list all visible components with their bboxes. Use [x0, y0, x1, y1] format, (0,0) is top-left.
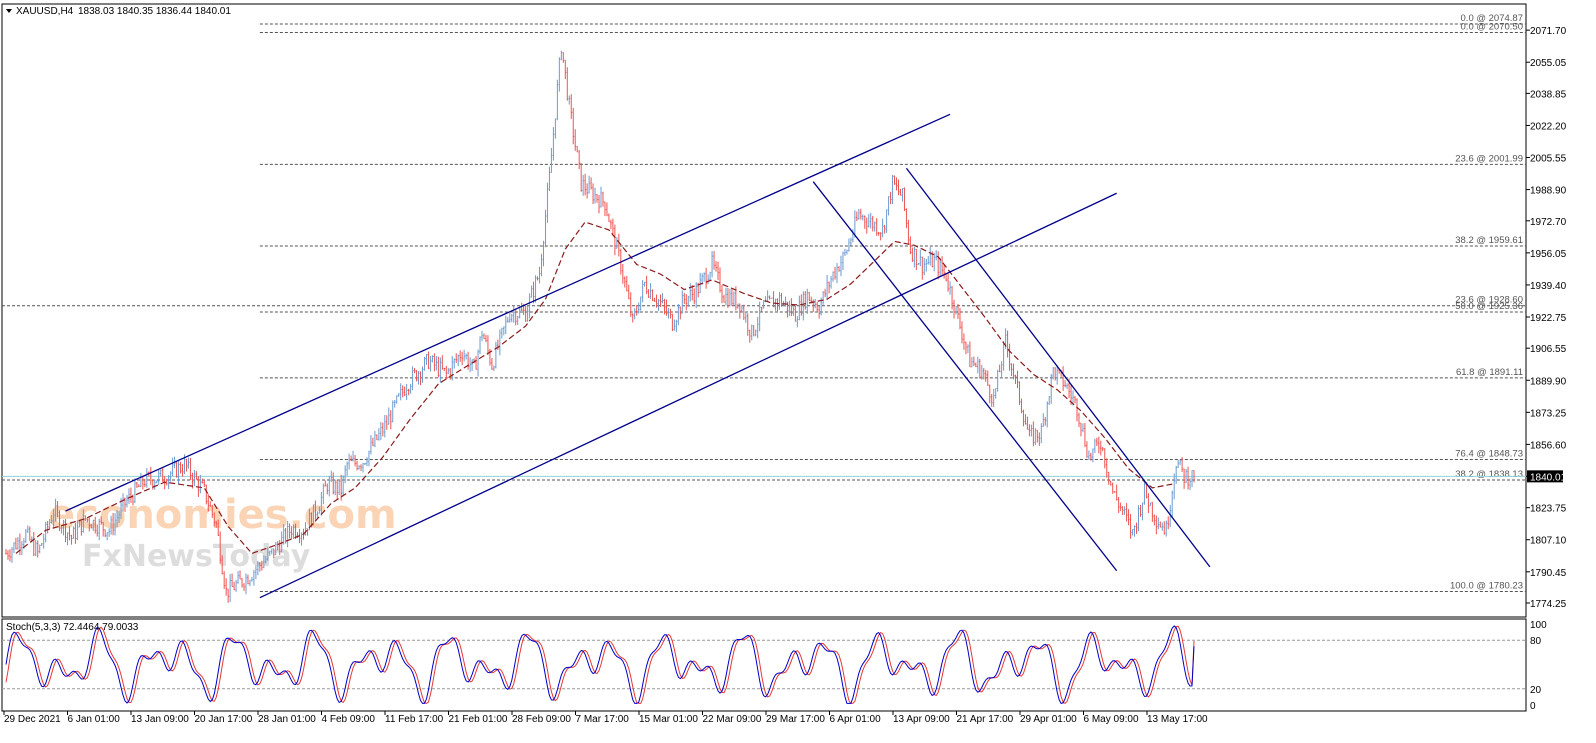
stoch-tick-label: 100 [1530, 620, 1547, 631]
fib-level-label: 38.2 @ 1959.61 [1455, 235, 1523, 246]
fibonacci-levels: 0.0 @ 2074.870.0 @ 2070.50 23.6 @ 2001.99… [2, 13, 1526, 592]
price-tick-label: 1823.75 [1530, 504, 1567, 515]
watermark-brand-secondary: FxNewsToday [82, 539, 311, 574]
price-pane[interactable] [1, 3, 1527, 618]
current-price-label: 1840.01 [1530, 472, 1567, 483]
stoch-tick-label: 80 [1530, 636, 1542, 647]
time-tick-label: 13 Apr 09:00 [893, 714, 950, 725]
time-tick-label: 4 Feb 09:00 [322, 714, 376, 725]
stochastic-pane[interactable] [1, 618, 1527, 712]
price-tick-label: 1873.25 [1530, 408, 1567, 419]
ohlc-values: 1838.03 1840.35 1836.44 1840.01 [78, 6, 231, 17]
fib-level-label: 38.2 @ 1838.13 [1455, 469, 1523, 480]
time-tick-label: 6 May 09:00 [1084, 714, 1139, 725]
symbol-label: XAUUSD,H4 [16, 6, 74, 17]
price-tick-label: 1939.40 [1530, 281, 1567, 292]
descending-channel-lower[interactable] [812, 181, 1118, 572]
descending-channel-upper[interactable] [905, 167, 1211, 568]
watermark-brand: economies.com [48, 492, 397, 538]
stoch-signal-line [5, 625, 1195, 705]
fib-level-label: 61.8 @ 1891.11 [1456, 367, 1523, 378]
current-price-marker: 1840.01 [1527, 470, 1567, 483]
time-axis: 29 Dec 2021 6 Jan 01:00 13 Jan 09:00 20 Jan… [3, 711, 1208, 725]
price-tick-label: 1906.55 [1530, 344, 1567, 355]
watermark: economies.com FxNewsToday [48, 492, 397, 574]
stochastic-label: Stoch(5,3,3) 72.4464 79.0033 [6, 622, 139, 633]
time-tick-label: 13 Jan 09:00 [131, 714, 189, 725]
fib-level-label: 23.6 @ 2001.99 [1455, 153, 1523, 164]
price-tick-label: 1856.60 [1530, 440, 1567, 451]
fib-level-label: 76.4 @ 1848.73 [1455, 449, 1523, 460]
stoch-main-line [5, 625, 1195, 704]
price-tick-label: 1889.90 [1530, 376, 1567, 387]
price-tick-label: 2071.70 [1530, 26, 1567, 37]
fib-level-label: 23.6 @ 1928.60 [1455, 295, 1523, 306]
price-axis: 2071.70 2055.05 2038.85 2022.20 2005.55 1988.… [1526, 26, 1567, 610]
price-tick-label: 2038.85 [1530, 89, 1567, 100]
time-tick-label: 29 Mar 17:00 [766, 714, 825, 725]
time-tick-label: 28 Feb 09:00 [512, 714, 571, 725]
time-tick-label: 11 Feb 17:00 [385, 714, 444, 725]
price-tick-label: 1988.90 [1530, 186, 1567, 197]
time-tick-label: 21 Feb 01:00 [449, 714, 508, 725]
price-tick-label: 1790.45 [1530, 568, 1567, 579]
stoch-tick-label: 0 [1530, 701, 1536, 712]
time-tick-label: 22 Mar 09:00 [703, 714, 762, 725]
time-tick-label: 13 May 17:00 [1147, 714, 1208, 725]
time-tick-label: 21 Apr 17:00 [957, 714, 1014, 725]
time-tick-label: 6 Apr 01:00 [830, 714, 882, 725]
price-tick-label: 2005.55 [1530, 154, 1567, 165]
stoch-tick-label: 20 [1530, 685, 1542, 696]
price-tick-label: 1807.10 [1530, 536, 1567, 547]
fib-level-label: 50.0 @ 1925.36 [1455, 301, 1523, 312]
ascending-channel-upper[interactable] [65, 113, 951, 512]
candlestick-series [5, 50, 1195, 603]
ascending-channel-lower[interactable] [259, 192, 1117, 599]
fib-level-label: 0.0 @ 2074.87 [1461, 13, 1523, 24]
moving-average-line [15, 221, 1173, 555]
chart-header: XAUUSD,H4 1838.03 1840.35 1836.44 1840.0… [6, 6, 231, 17]
time-tick-label: 6 Jan 01:00 [68, 714, 121, 725]
moving-average [15, 221, 1173, 555]
time-tick-label: 29 Dec 2021 [4, 714, 61, 725]
time-tick-label: 29 Apr 01:00 [1020, 714, 1077, 725]
trend-lines[interactable] [65, 113, 1211, 599]
price-tick-label: 2055.05 [1530, 58, 1567, 69]
time-tick-label: 7 Mar 17:00 [576, 714, 630, 725]
price-tick-label: 2022.20 [1530, 121, 1567, 132]
fib-level-label: 0.0 @ 2070.50 [1461, 21, 1523, 32]
time-tick-label: 28 Jan 01:00 [258, 714, 316, 725]
stochastic-oscillator: 100 80 20 0 [2, 620, 1547, 712]
time-tick-label: 20 Jan 17:00 [195, 714, 253, 725]
price-tick-label: 1774.25 [1530, 599, 1567, 610]
header-dropdown-icon[interactable] [6, 9, 12, 13]
time-tick-label: 15 Mar 01:00 [639, 714, 698, 725]
fib-level-label: 100.0 @ 1780.23 [1450, 580, 1523, 591]
price-tick-label: 1956.05 [1530, 249, 1567, 260]
price-tick-label: 1922.75 [1530, 313, 1567, 324]
price-tick-label: 1972.70 [1530, 217, 1567, 228]
